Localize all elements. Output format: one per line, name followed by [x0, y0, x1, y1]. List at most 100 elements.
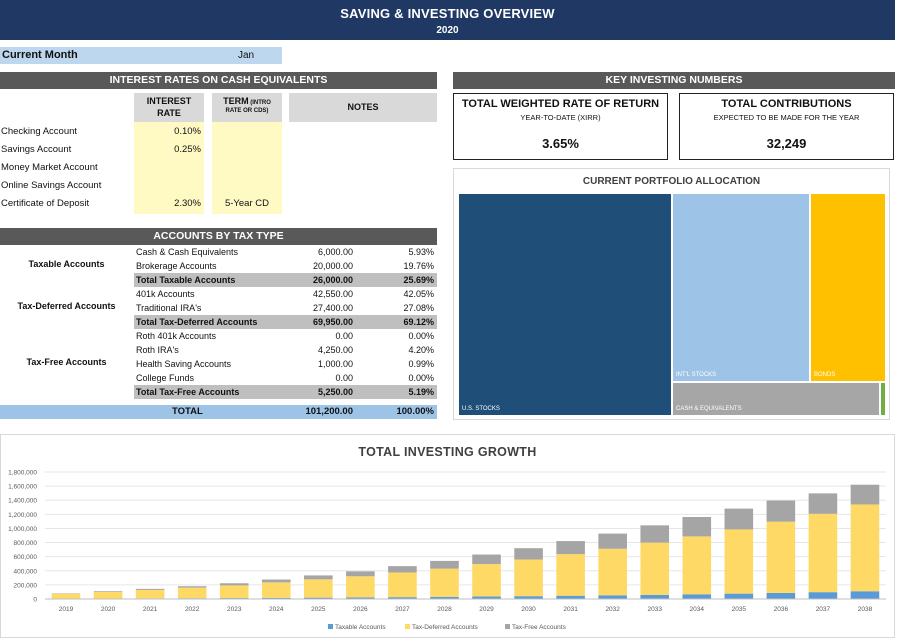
bar-tax-free-accounts-2037 [808, 493, 838, 514]
treemap-cash[interactable]: CASH & EQUIVALENTS [673, 383, 879, 415]
tax-account-amount[interactable]: 20,000.00 [312, 261, 353, 271]
portfolio-allocation-panel: CURRENT PORTFOLIO ALLOCATION U.S. STOCKS… [453, 168, 890, 420]
bar-tax-free-accounts-2023 [219, 583, 249, 586]
interest-rate-value[interactable]: 0.25% [174, 144, 201, 155]
bar-taxable-accounts-2024 [261, 597, 291, 599]
interest-rate-column-header: INTEREST RATE [134, 93, 204, 122]
y-tick-label: 1,400,000 [8, 498, 37, 505]
bar-tax-deferred-accounts-2028 [430, 568, 459, 597]
interest-rate-value[interactable]: 0.10% [174, 126, 201, 137]
tax-account-name: Total Taxable Accounts [136, 275, 236, 285]
x-tick-label: 2031 [563, 606, 578, 613]
tax-account-amount[interactable]: 42,550.00 [312, 289, 353, 299]
bar-tax-free-accounts-2026 [346, 571, 375, 577]
tax-account-amount[interactable]: 1,000.00 [317, 359, 353, 369]
bar-tax-free-accounts-2038 [850, 484, 880, 505]
tax-account-name: 401k Accounts [136, 289, 195, 299]
term-header-line2: RATE OR CDS) [225, 108, 269, 114]
bar-taxable-accounts-2025 [304, 597, 333, 599]
x-tick-label: 2037 [816, 606, 831, 613]
tax-subtotal-row: Total Taxable Accounts 26,000.00 25.69% [134, 273, 437, 287]
bar-taxable-accounts-2027 [388, 597, 417, 599]
interest-account-name: Savings Account [1, 144, 72, 155]
legend-swatch [405, 624, 410, 629]
treemap-bonds[interactable]: BONDS [811, 194, 885, 381]
bar-tax-deferred-accounts-2034 [682, 536, 712, 595]
contributions-title: TOTAL CONTRIBUTIONS [721, 98, 852, 110]
tax-account-percent: 0.99% [408, 359, 434, 369]
total-percent: 100.00% [396, 406, 434, 417]
bar-tax-deferred-accounts-2035 [724, 529, 754, 594]
treemap-us-stocks[interactable]: U.S. STOCKS [459, 194, 671, 415]
bar-tax-deferred-accounts-2021 [135, 589, 165, 599]
interest-term-value[interactable]: 5-Year CD [224, 198, 269, 209]
total-row: TOTAL 101,200.00 100.00% [0, 405, 437, 419]
bar-tax-deferred-accounts-2019 [51, 593, 81, 599]
treemap-intl-stocks-label: INT'L STOCKS [676, 372, 717, 378]
bar-tax-deferred-accounts-2038 [850, 504, 880, 592]
bar-tax-deferred-accounts-2020 [93, 591, 123, 599]
tax-account-percent: 25.69% [403, 275, 434, 285]
x-tick-label: 2027 [395, 606, 410, 613]
tax-account-name: Roth 401k Accounts [136, 331, 217, 341]
bar-tax-free-accounts-2035 [724, 508, 754, 530]
bar-tax-free-accounts-2029 [472, 554, 501, 565]
tax-account-amount[interactable]: 0.00 [335, 373, 353, 383]
treemap-bonds-label: BONDS [814, 372, 836, 378]
y-tick-label: 1,200,000 [8, 512, 37, 519]
interest-rates-header: INTEREST RATES ON CASH EQUIVALENTS [0, 72, 437, 89]
treemap-cash-label: CASH & EQUIVALENTS [676, 406, 742, 412]
page-title: SAVING & INVESTING OVERVIEW [340, 6, 555, 21]
bar-taxable-accounts-2037 [808, 592, 838, 599]
interest-account-name: Online Savings Account [1, 180, 102, 191]
x-tick-label: 2035 [732, 606, 747, 613]
tax-account-row: Roth IRA's 4,250.00 4.20% [134, 343, 437, 357]
treemap-other[interactable] [881, 383, 885, 415]
term-header-small: (INTRO [248, 100, 271, 106]
term-column-header: TERM (INTRO RATE OR CDS) [212, 93, 282, 122]
tax-type-header: ACCOUNTS BY TAX TYPE [0, 228, 437, 245]
tax-account-row: College Funds 0.00 0.00% [134, 371, 437, 385]
interest-rate-header-line2: RATE [157, 108, 181, 118]
bar-tax-deferred-accounts-2027 [388, 572, 417, 598]
key-numbers-header: KEY INVESTING NUMBERS [453, 72, 895, 89]
y-tick-label: 1,800,000 [8, 470, 37, 477]
bar-tax-deferred-accounts-2026 [346, 576, 375, 598]
tax-account-amount[interactable]: 0.00 [335, 331, 353, 341]
bar-tax-deferred-accounts-2022 [177, 587, 207, 599]
rate-of-return-title: TOTAL WEIGHTED RATE OF RETURN [461, 98, 660, 110]
rate-of-return-subtitle: YEAR-TO-DATE (XIRR) [520, 113, 601, 122]
page-year: 2020 [436, 25, 459, 36]
treemap-intl-stocks[interactable]: INT'L STOCKS [673, 194, 809, 381]
tax-account-percent: 0.00% [408, 373, 434, 383]
treemap-us-stocks-label: U.S. STOCKS [462, 406, 500, 412]
y-tick-label: 800,000 [14, 540, 38, 547]
tax-account-percent: 69.12% [403, 317, 434, 327]
term-header-line1: TERM [223, 96, 249, 106]
bar-tax-deferred-accounts-2037 [808, 513, 838, 593]
bar-taxable-accounts-2038 [850, 591, 880, 599]
allocation-title: CURRENT PORTFOLIO ALLOCATION [582, 176, 761, 187]
rate-of-return-value: 3.65% [542, 136, 579, 151]
total-amount: 101,200.00 [305, 406, 353, 417]
y-tick-label: 1,000,000 [8, 526, 37, 533]
x-tick-label: 2024 [269, 606, 284, 613]
growth-chart-panel: TOTAL INVESTING GROWTH 0 200,000 400,000 60… [0, 434, 895, 638]
tax-account-row: Health Saving Accounts 1,000.00 0.99% [134, 357, 437, 371]
tax-account-amount[interactable]: 6,000.00 [317, 247, 353, 257]
x-tick-label: 2029 [479, 606, 494, 613]
tax-account-amount: 5,250.00 [317, 387, 353, 397]
x-tick-label: 2028 [437, 606, 452, 613]
bar-taxable-accounts-2036 [766, 592, 796, 599]
tax-account-percent: 42.05% [403, 289, 434, 299]
x-tick-label: 2034 [690, 606, 705, 613]
tax-account-amount[interactable]: 4,250.00 [317, 345, 353, 355]
interest-rate-value[interactable]: 2.30% [174, 198, 201, 209]
bar-taxable-accounts-2034 [682, 594, 712, 599]
current-month-value[interactable]: Jan [210, 47, 282, 64]
tax-account-name: Total Tax-Free Accounts [136, 387, 240, 397]
bar-taxable-accounts-2030 [514, 596, 543, 599]
tax-account-amount[interactable]: 27,400.00 [312, 303, 353, 313]
growth-chart: 0 200,000 400,000 600,000 800,000 1,000,000 1,… [8, 470, 886, 631]
x-tick-label: 2032 [605, 606, 620, 613]
